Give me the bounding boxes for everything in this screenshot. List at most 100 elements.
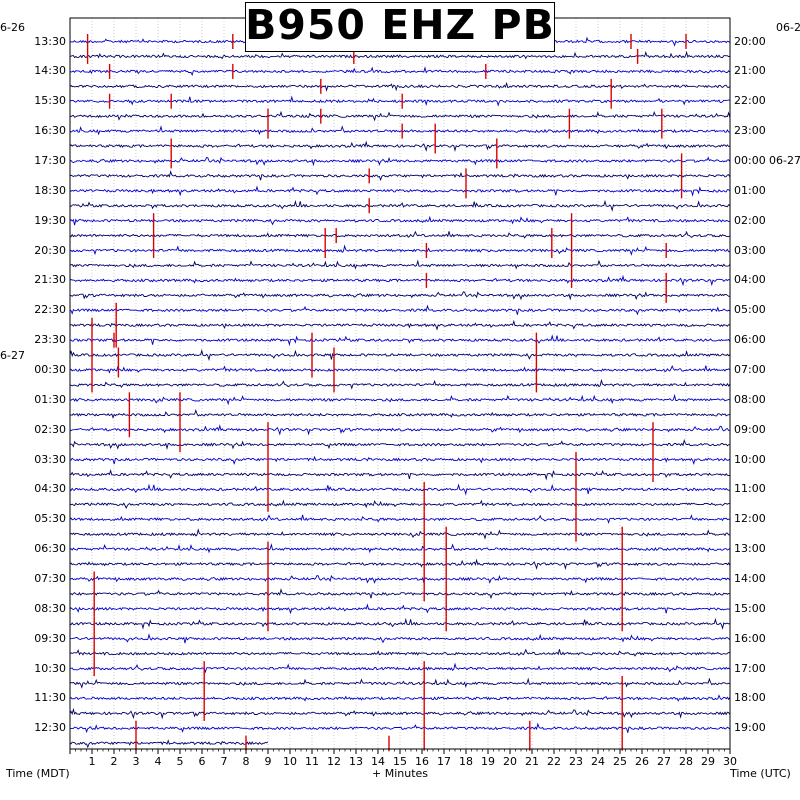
- left-time-label: 16:30: [34, 124, 66, 138]
- right-time-label: 09:00: [734, 422, 766, 436]
- trace-line: [69, 722, 731, 734]
- x-tick-label: 9: [264, 755, 272, 768]
- right-time-label: 18:00: [734, 691, 766, 705]
- left-time-label: 02:30: [34, 422, 66, 436]
- left-time-label: 17:30: [34, 153, 66, 167]
- trace-line: [69, 364, 731, 374]
- title-box: [245, 2, 555, 52]
- right-time-label: 22:00: [734, 94, 766, 108]
- trace-line: [69, 140, 730, 153]
- right-time-label: 07:00: [734, 362, 766, 376]
- trace-line: [69, 707, 731, 720]
- right-time-label: 21:00: [734, 64, 766, 78]
- trace-line: [69, 110, 731, 122]
- left-time-label: 07:30: [34, 571, 66, 585]
- left-time-label: 19:30: [34, 213, 66, 227]
- x-tick-label: 18: [459, 755, 473, 768]
- left-time-label: 03:30: [34, 452, 66, 466]
- trace-line: [69, 648, 730, 657]
- x-tick-label: 14: [371, 755, 385, 768]
- trace-line: [69, 185, 731, 197]
- trace-line: [69, 574, 731, 585]
- trace-line: [69, 66, 731, 76]
- left-time-label: 13:30: [34, 34, 66, 48]
- left-time-label: 06:30: [34, 542, 66, 556]
- x-tick-label: 4: [154, 755, 162, 768]
- trace-line: [69, 274, 730, 287]
- x-tick-label: 19: [481, 755, 495, 768]
- trace-line: [69, 528, 730, 540]
- event-markers: [86, 34, 687, 751]
- left-time-label: 15:30: [34, 94, 66, 108]
- trace-line: [70, 633, 731, 644]
- right-date-label: 06-2: [776, 20, 800, 34]
- left-time-label: 10:30: [34, 661, 66, 675]
- x-tick-label: 21: [525, 755, 539, 768]
- x-tick-label: 29: [701, 755, 715, 768]
- trace-line: [69, 588, 730, 600]
- left-time-label: 08:30: [34, 601, 66, 615]
- x-tick-label: 5: [176, 755, 184, 768]
- trace-line: [69, 739, 269, 749]
- right-time-label: 02:00: [734, 213, 766, 227]
- right-time-label: 08:00: [734, 392, 766, 406]
- left-date-label: 6-26: [0, 20, 25, 34]
- trace-line: [69, 259, 731, 270]
- right-time-label: 16:00: [734, 631, 766, 645]
- left-time-label: 01:30: [34, 392, 66, 406]
- left-time-label: 09:30: [34, 631, 66, 645]
- trace-line: [69, 558, 731, 571]
- left-time-label: 11:30: [34, 691, 66, 705]
- trace-line: [69, 319, 730, 331]
- x-tick-label: 11: [305, 755, 319, 768]
- trace-line: [70, 244, 730, 256]
- x-tick-label: 16: [415, 755, 429, 768]
- trace-line: [69, 334, 731, 347]
- trace-line: [69, 81, 731, 93]
- left-time-label: 22:30: [34, 303, 66, 317]
- x-tick-label: 26: [635, 755, 649, 768]
- x-tick-label: 7: [220, 755, 228, 768]
- right-time-label: 20:00: [734, 34, 766, 48]
- right-time-label: 04:00: [734, 273, 766, 287]
- trace-line: [69, 125, 730, 136]
- x-tick-label: 13: [349, 755, 363, 768]
- right-time-label: 11:00: [734, 482, 766, 496]
- x-tick-label: 24: [591, 755, 605, 768]
- right-time-label: 17:00: [734, 661, 766, 675]
- left-time-label: 23:30: [34, 333, 66, 347]
- trace-line: [69, 617, 730, 630]
- left-time-label: 20:30: [34, 243, 66, 257]
- x-tick-label: 12: [327, 755, 341, 768]
- left-time-label: 00:30: [34, 362, 66, 376]
- trace-line: [69, 50, 730, 60]
- trace-line: [70, 469, 730, 481]
- x-tick-label: 27: [657, 755, 671, 768]
- trace-line: [69, 677, 731, 689]
- trace-line: [69, 378, 731, 390]
- x-tick-label: 2: [110, 755, 118, 768]
- x-tick-label: 15: [393, 755, 407, 768]
- x-tick-label: 17: [437, 755, 451, 768]
- x-tick-label: 22: [547, 755, 561, 768]
- left-time-label: 04:30: [34, 482, 66, 496]
- right-time-label: 05:00: [734, 303, 766, 317]
- x-tick-label: 8: [242, 755, 250, 768]
- right-time-label: 03:00: [734, 243, 766, 257]
- trace-line: [69, 694, 731, 702]
- x-tick-label: 10: [283, 755, 297, 768]
- trace-line: [69, 455, 731, 465]
- minute-grid: [91, 18, 709, 749]
- right-time-label: 15:00: [734, 601, 766, 615]
- trace-line: [69, 199, 731, 212]
- right-time-label: 06:00: [734, 333, 766, 347]
- x-tick-label: 25: [613, 755, 627, 768]
- trace-line: [69, 215, 730, 226]
- x-tick-label: 3: [132, 755, 140, 768]
- left-time-label: 18:30: [34, 183, 66, 197]
- right-time-label: 00:00: [734, 153, 766, 167]
- right-time-label: 13:00: [734, 542, 766, 556]
- left-time-label: 05:30: [34, 512, 66, 526]
- x-axis-ticks: [69, 749, 731, 754]
